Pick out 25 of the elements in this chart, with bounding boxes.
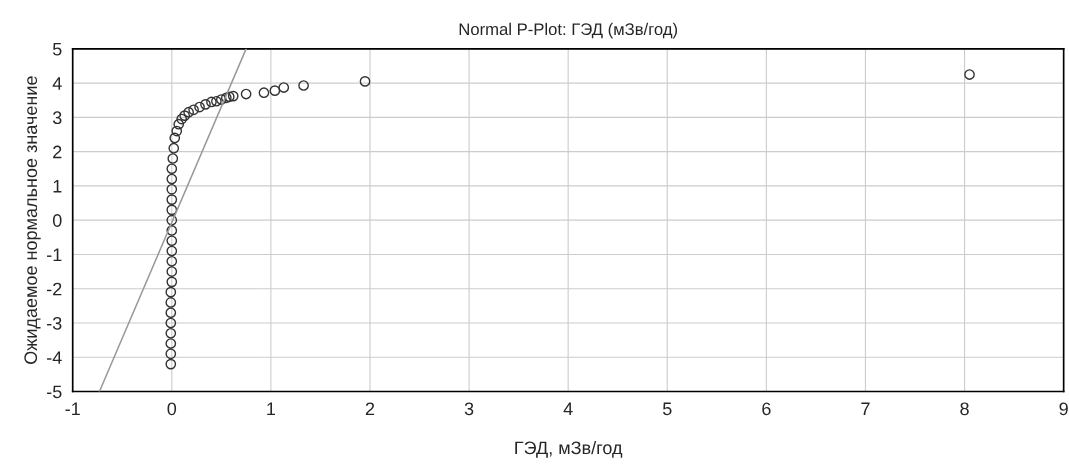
y-tick-label: 2 — [53, 145, 62, 159]
y-tick-label: 1 — [53, 180, 62, 193]
x-tick-label: 2 — [365, 402, 375, 416]
chart-title: Normal P-Plot: ГЭД (мЗв/год) — [459, 22, 678, 39]
y-axis-title: Ожидаемое нормальное значение — [24, 76, 41, 364]
y-tick-label: -5 — [47, 385, 62, 399]
x-tick-label: 4 — [563, 402, 573, 416]
x-tick-label: 9 — [1059, 402, 1068, 416]
y-tick-label: 5 — [52, 42, 62, 56]
x-tick-label: 6 — [762, 402, 771, 416]
y-tick-label: -1 — [47, 248, 62, 261]
x-tick-label: 7 — [861, 402, 870, 416]
x-tick-label: 1 — [267, 402, 276, 416]
x-tick-label: 5 — [662, 402, 672, 416]
y-tick-label: 3 — [52, 111, 62, 125]
y-tick-label: 0 — [52, 214, 62, 227]
x-tick-label: 8 — [960, 402, 969, 416]
x-tick-label: 3 — [464, 402, 474, 416]
x-axis-title: ГЭД, мЗв/год — [515, 441, 623, 458]
x-tick-label: 0 — [167, 402, 177, 416]
y-tick-label: -4 — [47, 351, 62, 364]
y-tick-label: 4 — [52, 77, 62, 90]
x-tick-label: -1 — [65, 402, 80, 416]
y-tick-label: -2 — [47, 282, 62, 296]
y-tick-label: -3 — [47, 316, 62, 330]
